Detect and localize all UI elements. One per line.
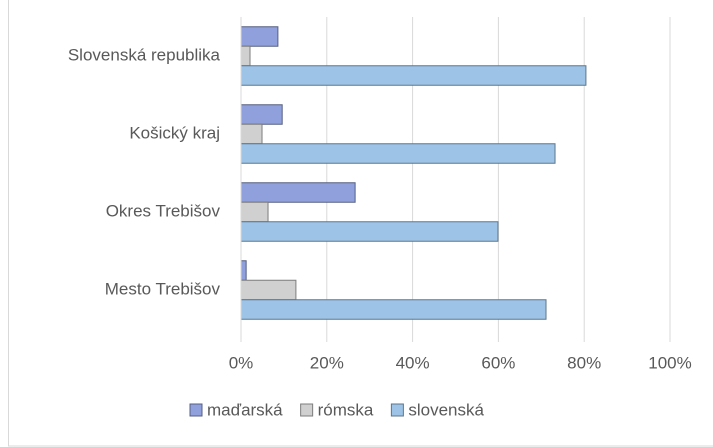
bar <box>240 104 283 125</box>
y-tick-label: Mesto Trebišov <box>105 279 221 298</box>
x-tick-label: 0% <box>229 353 254 372</box>
bar <box>240 260 247 281</box>
legend-label: maďarská <box>207 400 283 419</box>
legend-swatch <box>189 403 203 417</box>
x-tick-label: 100% <box>648 353 691 372</box>
x-tick-label: 80% <box>567 353 601 372</box>
x-tick-label: 40% <box>396 353 430 372</box>
bar <box>240 299 547 320</box>
x-tick-label: 60% <box>481 353 515 372</box>
legend-swatch <box>390 403 404 417</box>
bar <box>240 65 587 86</box>
legend-label: rómska <box>318 400 374 419</box>
y-tick-label: Okres Trebišov <box>106 201 221 220</box>
bar <box>240 201 269 223</box>
legend-label: slovenská <box>408 400 484 419</box>
bar <box>240 26 279 47</box>
bar <box>240 123 263 145</box>
y-tick-label: Slovenská republika <box>68 45 221 64</box>
legend-swatch <box>300 403 314 417</box>
bar <box>240 279 297 301</box>
bar <box>240 182 356 203</box>
y-tick-label: Košický kraj <box>129 123 220 142</box>
chart-frame <box>8 0 713 447</box>
bar <box>240 45 251 67</box>
bar <box>240 221 499 242</box>
x-tick-label: 20% <box>310 353 344 372</box>
bar <box>240 143 556 164</box>
